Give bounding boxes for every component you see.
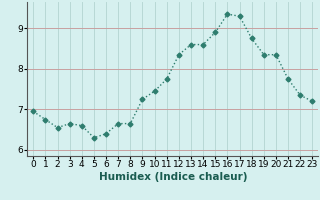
X-axis label: Humidex (Indice chaleur): Humidex (Indice chaleur) [99,172,247,182]
